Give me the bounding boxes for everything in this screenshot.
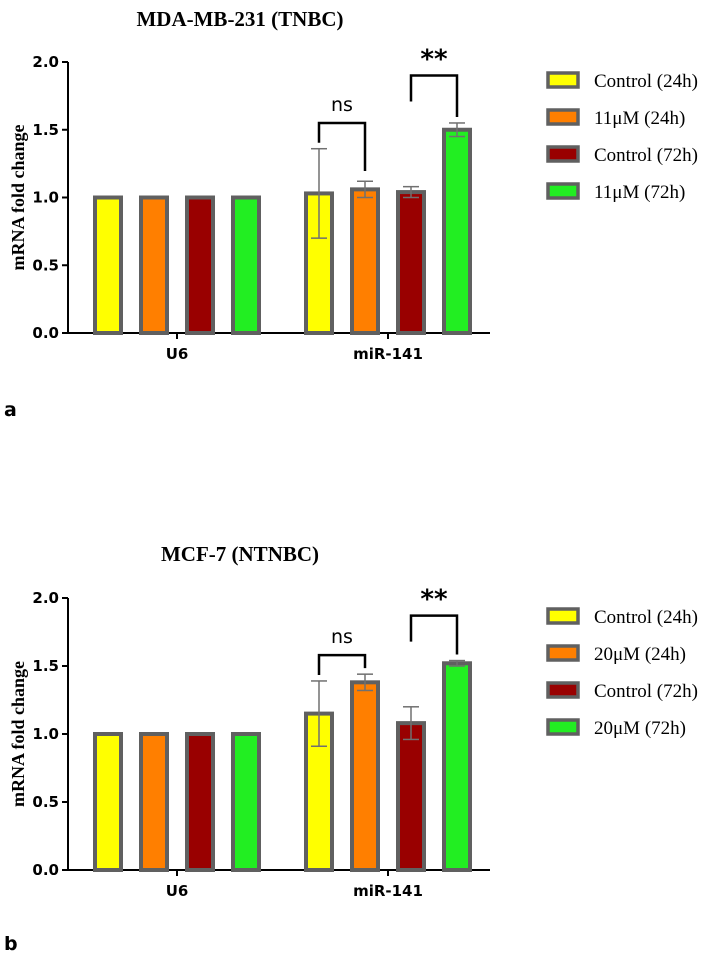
legend-label: 11μM (24h) [594,108,685,129]
bar [185,732,215,872]
bar [396,190,426,335]
legend-label: Control (24h) [594,607,698,628]
y-tick-label: 1.0 [32,189,59,207]
y-tick-label: 0.0 [32,861,59,879]
y-tick-label: 1.0 [32,725,59,743]
chart-panel-a: MDA-MB-231 (TNBC) mRNA fold change 0.0 0.5 1… [4,7,698,421]
legend-swatch [546,108,580,126]
legend-label: 20μM (24h) [594,644,686,665]
bar [139,195,169,335]
legend-label: Control (24h) [594,71,698,92]
y-tick-label: 0.0 [32,324,59,342]
significance-label: ** [420,585,448,615]
significance-label: ** [420,45,448,75]
legend-swatch [546,681,580,699]
legend-label: Control (72h) [594,145,698,166]
bar [93,732,123,872]
legend-label: Control (72h) [594,681,698,702]
bar [442,661,472,873]
legend-swatch [546,607,580,625]
bar [350,187,380,335]
chart-title: MCF-7 (NTNBC) [161,542,319,566]
legend-label: 20μM (72h) [594,718,686,739]
bar [396,721,426,872]
chart-panel-b: MCF-7 (NTNBC) mRNA fold change 0.0 0.5 1.0 1.… [4,542,698,953]
x-category-label: miR-141 [353,345,423,363]
significance-bracket [409,74,459,117]
legend-swatch [546,182,580,200]
bar [231,195,261,335]
panel-label: a [4,399,17,421]
chart-title: MDA-MB-231 (TNBC) [136,7,343,31]
legend-swatch [546,145,580,163]
y-tick-label: 1.5 [32,121,59,139]
significance-bracket [409,614,459,655]
x-category-label: U6 [166,345,189,363]
significance-bracket [317,653,367,675]
y-tick-label: 2.0 [32,589,59,607]
bar [231,732,261,872]
y-axis-label: mRNA fold change [8,124,28,270]
y-axis-label: mRNA fold change [8,661,28,807]
legend-swatch [546,644,580,662]
bar [139,732,169,872]
significance-bracket [317,121,367,171]
significance-label: ns [331,626,353,648]
y-tick-label: 1.5 [32,657,59,675]
y-tick-label: 2.0 [32,53,59,71]
legend-swatch [546,71,580,89]
bar [442,127,472,335]
x-category-label: miR-141 [353,882,423,900]
y-tick-label: 0.5 [32,256,59,274]
y-tick-label: 0.5 [32,793,59,811]
x-category-label: U6 [166,882,189,900]
legend-label: 11μM (72h) [594,182,685,203]
bar [93,195,123,335]
significance-label: ns [331,94,353,116]
legend-swatch [546,718,580,736]
bar [185,195,215,335]
panel-label: b [4,933,18,953]
bar [350,680,380,872]
